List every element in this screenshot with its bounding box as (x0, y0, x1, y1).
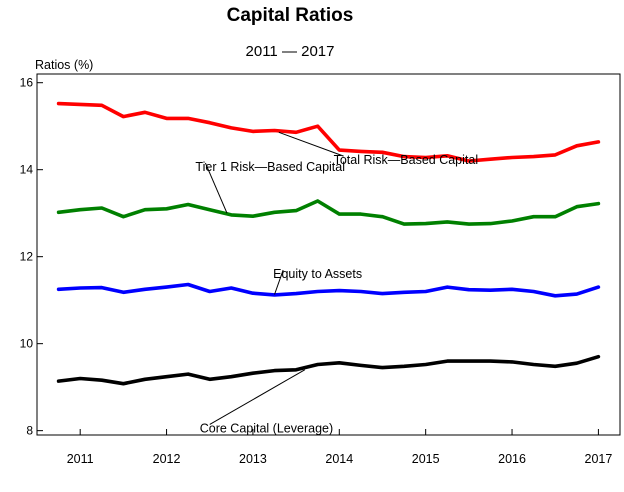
series-line-4 (56, 354, 601, 386)
y-axis: 8 10 12 14 16 (20, 76, 43, 438)
annotation-label: Tier 1 Risk—Based Capital (195, 160, 345, 174)
annotation-label: Equity to Assets (273, 267, 362, 281)
series-line-2 (56, 199, 601, 226)
y-tick-label: 10 (20, 337, 34, 351)
annotation-leader (209, 369, 305, 425)
y-tick-label: 16 (20, 76, 34, 90)
chart-subtitle: 2011 — 2017 (246, 43, 335, 60)
x-tick-label: 2012 (153, 452, 181, 466)
x-axis: 2011 2012 2013 2014 2015 2016 2017 (67, 429, 613, 466)
y-tick-label: 8 (26, 424, 33, 438)
x-tick-label: 2014 (325, 452, 353, 466)
y-tick-label: 12 (20, 250, 34, 264)
series-line-3 (56, 282, 601, 298)
annotation-leader (278, 131, 344, 157)
x-tick-label: 2015 (412, 452, 440, 466)
annotation-label: Total Risk—Based Capital (334, 153, 479, 167)
chart-title: Capital Ratios (227, 5, 354, 26)
series-lines (56, 101, 601, 386)
x-tick-label: 2011 (67, 452, 94, 466)
plot-frame (36, 73, 621, 436)
y-tick-label: 14 (20, 163, 34, 177)
annotation-label: Core Capital (Leverage) (200, 421, 333, 435)
x-tick-label: 2013 (239, 452, 267, 466)
y-axis-label: Ratios (%) (35, 58, 93, 72)
annotation-leader (274, 269, 284, 295)
series-line-1 (56, 101, 601, 163)
x-tick-label: 2016 (498, 452, 526, 466)
annotation-leader (204, 162, 228, 214)
x-tick-label: 2017 (585, 452, 613, 466)
